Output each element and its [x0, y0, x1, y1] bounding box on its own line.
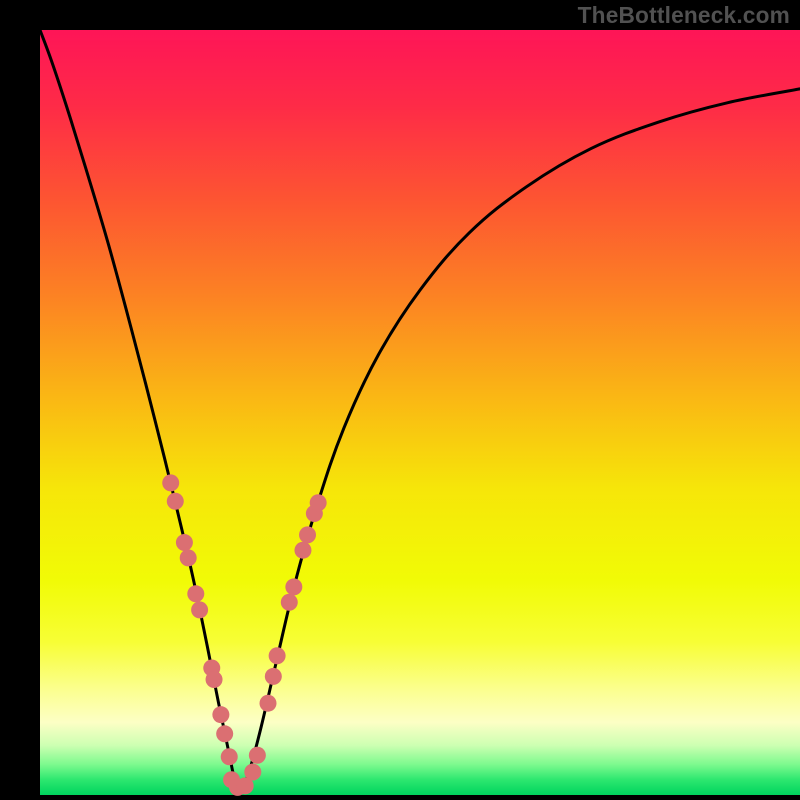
marker-dot — [269, 647, 286, 664]
marker-dot — [260, 695, 277, 712]
marker-dot — [176, 534, 193, 551]
chart-svg — [0, 0, 800, 800]
chart-root: TheBottleneck.com — [0, 0, 800, 800]
marker-dot — [187, 585, 204, 602]
marker-dot — [294, 542, 311, 559]
marker-dot — [191, 601, 208, 618]
marker-dot — [167, 493, 184, 510]
marker-dot — [244, 764, 261, 781]
watermark-text: TheBottleneck.com — [578, 2, 790, 29]
marker-dot — [265, 668, 282, 685]
marker-dot — [285, 578, 302, 595]
marker-dot — [162, 474, 179, 491]
marker-dot — [249, 747, 266, 764]
marker-dot — [216, 725, 233, 742]
marker-dot — [281, 594, 298, 611]
marker-dot — [180, 549, 197, 566]
marker-dot — [206, 671, 223, 688]
marker-dot — [310, 494, 327, 511]
marker-dot — [299, 526, 316, 543]
marker-dot — [221, 748, 238, 765]
marker-dot — [212, 706, 229, 723]
